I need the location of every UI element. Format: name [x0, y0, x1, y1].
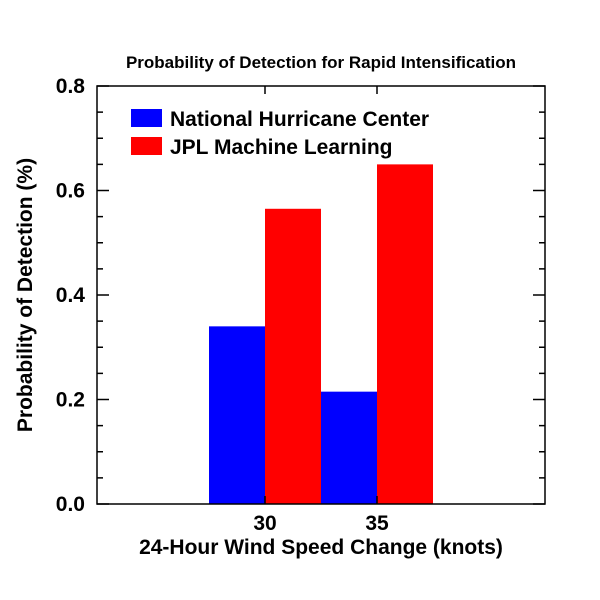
bar-jpl-machine-learning-35 — [377, 164, 433, 504]
legend-entry: JPL Machine Learning — [170, 136, 393, 159]
legend-entry: National Hurricane Center — [170, 108, 429, 131]
x-tick-label: 35 — [365, 512, 389, 535]
legend-swatch — [131, 109, 162, 127]
bar-jpl-machine-learning-30 — [265, 208, 321, 504]
plot-frame — [96, 85, 546, 505]
x-tick-label: 30 — [253, 512, 276, 535]
bar-national-hurricane-center-30 — [209, 326, 265, 504]
y-tick-label: 0.4 — [56, 284, 86, 307]
y-tick-labels: 0.0 0.2 0.4 0.6 0.8 — [56, 75, 86, 516]
x-tick-labels: 30 35 — [253, 512, 389, 535]
legend: National Hurricane Center JPL Machine Lea… — [131, 108, 429, 159]
y-tick-label: 0.0 — [56, 493, 85, 516]
bar-national-hurricane-center-35 — [321, 391, 377, 504]
y-tick-label: 0.6 — [56, 180, 85, 203]
y-axis-label: Probability of Detection (%) — [14, 158, 37, 432]
bars — [209, 164, 433, 504]
y-tick-label: 0.2 — [56, 389, 85, 412]
y-tick-label: 0.8 — [56, 75, 86, 98]
legend-swatch — [131, 137, 162, 155]
x-axis-label: 24-Hour Wind Speed Change (knots) — [139, 536, 503, 559]
chart-title: Probability of Detection for Rapid Inten… — [126, 53, 516, 72]
